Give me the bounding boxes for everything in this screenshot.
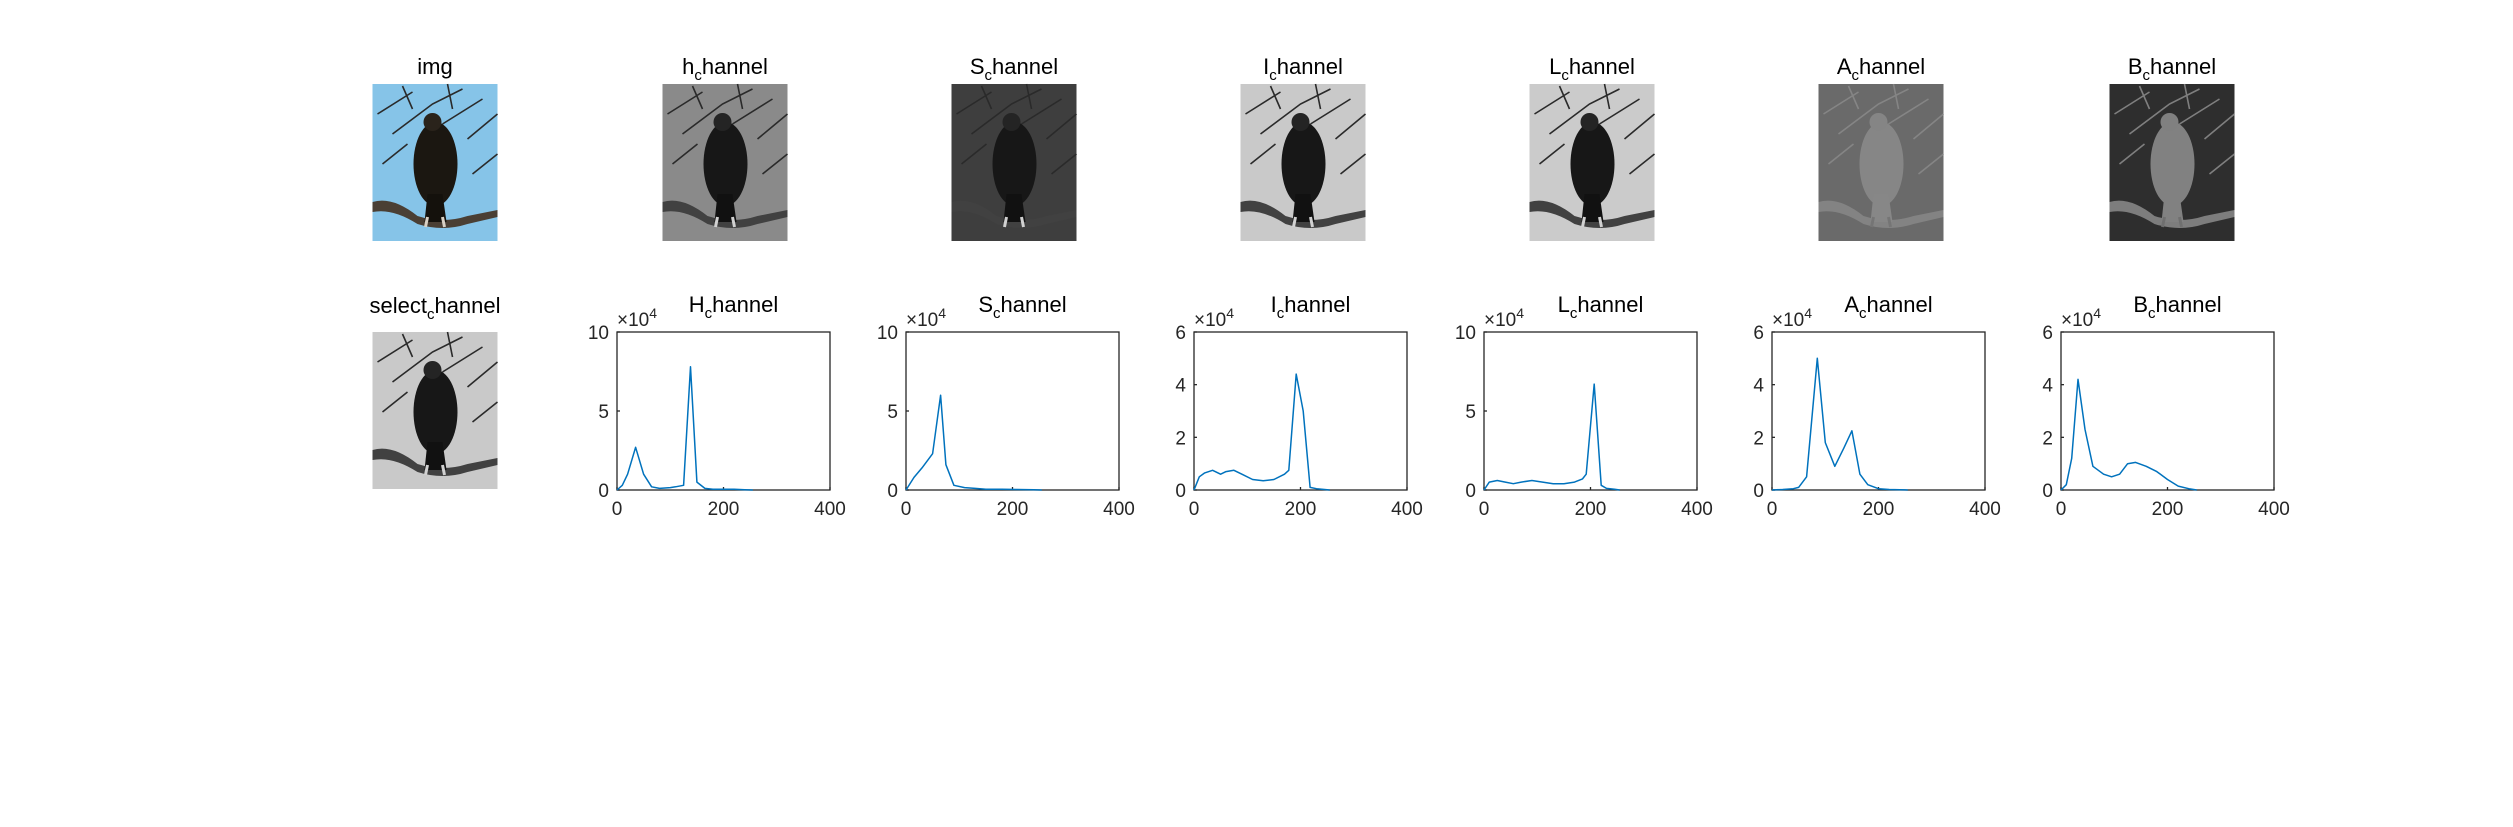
axes-frame xyxy=(2060,331,2275,491)
axes-frame xyxy=(1193,331,1408,491)
histogram-title: Schannel xyxy=(978,292,1066,322)
y-exponent-label: ×104 xyxy=(1772,305,1812,331)
y-tick-label: 10 xyxy=(1455,323,1476,344)
histogram-line xyxy=(1193,373,1330,491)
a-channel-image xyxy=(1817,82,1945,241)
b-channel-image xyxy=(2108,82,2236,241)
a-channel-title: Achannel xyxy=(1837,54,1925,84)
h-channel-image xyxy=(661,82,789,241)
histogram-5: 0 200 400 0 2 4 6 ×104 Achannel xyxy=(1753,292,2000,520)
y-tick-label: 2 xyxy=(1175,428,1186,449)
h-channel-title: hchannel xyxy=(682,54,768,84)
x-tick-label: 0 xyxy=(2056,499,2067,520)
select-channel-panel: selectchannel xyxy=(369,293,501,489)
x-tick-label: 200 xyxy=(997,499,1029,520)
y-exponent-label: ×104 xyxy=(617,305,657,331)
x-tick-label: 400 xyxy=(2258,499,2290,520)
x-tick-label: 200 xyxy=(1863,499,1895,520)
x-tick-label: 0 xyxy=(612,499,623,520)
x-tick-label: 0 xyxy=(1479,499,1490,520)
y-tick-label: 10 xyxy=(588,323,609,344)
b-channel-panel: Bchannel xyxy=(2108,54,2236,241)
x-tick-label: 400 xyxy=(1681,499,1713,520)
select-channel-image xyxy=(371,330,499,489)
y-tick-label: 2 xyxy=(2042,428,2053,449)
y-tick-label: 0 xyxy=(2042,481,2053,502)
l-channel-image xyxy=(1528,82,1656,241)
a-channel-panel: Achannel xyxy=(1817,54,1945,241)
l-channel-title: Lchannel xyxy=(1549,54,1635,84)
l-channel-panel: Lchannel xyxy=(1528,54,1656,241)
x-tick-label: 400 xyxy=(1969,499,2001,520)
histogram-3: 0 200 400 0 2 4 6 ×104 Ichannel xyxy=(1175,292,1422,520)
x-tick-label: 400 xyxy=(814,499,846,520)
histogram-line xyxy=(616,366,753,491)
histogram-line xyxy=(1483,383,1620,491)
y-exponent-label: ×104 xyxy=(1194,305,1234,331)
y-tick-label: 0 xyxy=(1753,481,1764,502)
axes-frame xyxy=(1771,331,1986,491)
y-tick-label: 4 xyxy=(2042,376,2053,397)
x-tick-label: 200 xyxy=(2152,499,2184,520)
histogram-1: 0 200 400 0 5 10 ×104 Hchannel xyxy=(588,292,846,520)
s-channel-title: Schannel xyxy=(970,54,1058,84)
y-tick-label: 10 xyxy=(877,323,898,344)
y-tick-label: 0 xyxy=(1465,481,1476,502)
x-tick-label: 0 xyxy=(901,499,912,520)
y-tick-label: 2 xyxy=(1753,428,1764,449)
s-channel-panel: Schannel xyxy=(950,54,1078,241)
y-tick-label: 6 xyxy=(1753,323,1764,344)
h-channel-panel: hchannel xyxy=(661,54,789,241)
x-tick-label: 0 xyxy=(1767,499,1778,520)
histogram-title: Bchannel xyxy=(2133,292,2221,322)
axes-frame xyxy=(1483,331,1698,491)
y-exponent-label: ×104 xyxy=(1484,305,1524,331)
x-tick-label: 200 xyxy=(1575,499,1607,520)
histogram-title: Achannel xyxy=(1844,292,1932,322)
i-channel-panel: Ichannel xyxy=(1239,54,1367,241)
histogram-line xyxy=(905,394,1042,491)
s-channel-image xyxy=(950,82,1078,241)
histogram-6: 0 200 400 0 2 4 6 ×104 Bchannel xyxy=(2042,292,2289,520)
y-tick-label: 0 xyxy=(887,481,898,502)
i-channel-title: Ichannel xyxy=(1263,54,1343,84)
y-tick-label: 4 xyxy=(1753,376,1764,397)
histogram-line xyxy=(1771,357,1908,491)
y-tick-label: 0 xyxy=(598,481,609,502)
axes-frame xyxy=(616,331,831,491)
y-exponent-label: ×104 xyxy=(2061,305,2101,331)
y-tick-label: 0 xyxy=(1175,481,1186,502)
y-tick-label: 5 xyxy=(598,402,609,423)
y-tick-label: 6 xyxy=(1175,323,1186,344)
img-image xyxy=(371,82,499,241)
x-tick-label: 400 xyxy=(1391,499,1423,520)
b-channel-title: Bchannel xyxy=(2128,54,2216,84)
histogram-title: Ichannel xyxy=(1271,292,1351,322)
x-tick-label: 200 xyxy=(708,499,740,520)
histogram-title: Hchannel xyxy=(689,292,778,322)
img-panel: img xyxy=(371,54,499,241)
y-tick-label: 6 xyxy=(2042,323,2053,344)
select-channel-title: selectchannel xyxy=(369,293,500,323)
img-title: img xyxy=(417,54,452,79)
y-tick-label: 5 xyxy=(1465,402,1476,423)
y-tick-label: 5 xyxy=(887,402,898,423)
x-tick-label: 400 xyxy=(1103,499,1135,520)
i-channel-image xyxy=(1239,82,1367,241)
x-tick-label: 0 xyxy=(1189,499,1200,520)
x-tick-label: 200 xyxy=(1285,499,1317,520)
histogram-2: 0 200 400 0 5 10 ×104 Schannel xyxy=(877,292,1135,520)
histogram-4: 0 200 400 0 5 10 ×104 Lchannel xyxy=(1455,292,1713,520)
histogram-title: Lchannel xyxy=(1558,292,1644,322)
histogram-line xyxy=(2060,378,2197,491)
y-tick-label: 4 xyxy=(1175,376,1186,397)
y-exponent-label: ×104 xyxy=(906,305,946,331)
